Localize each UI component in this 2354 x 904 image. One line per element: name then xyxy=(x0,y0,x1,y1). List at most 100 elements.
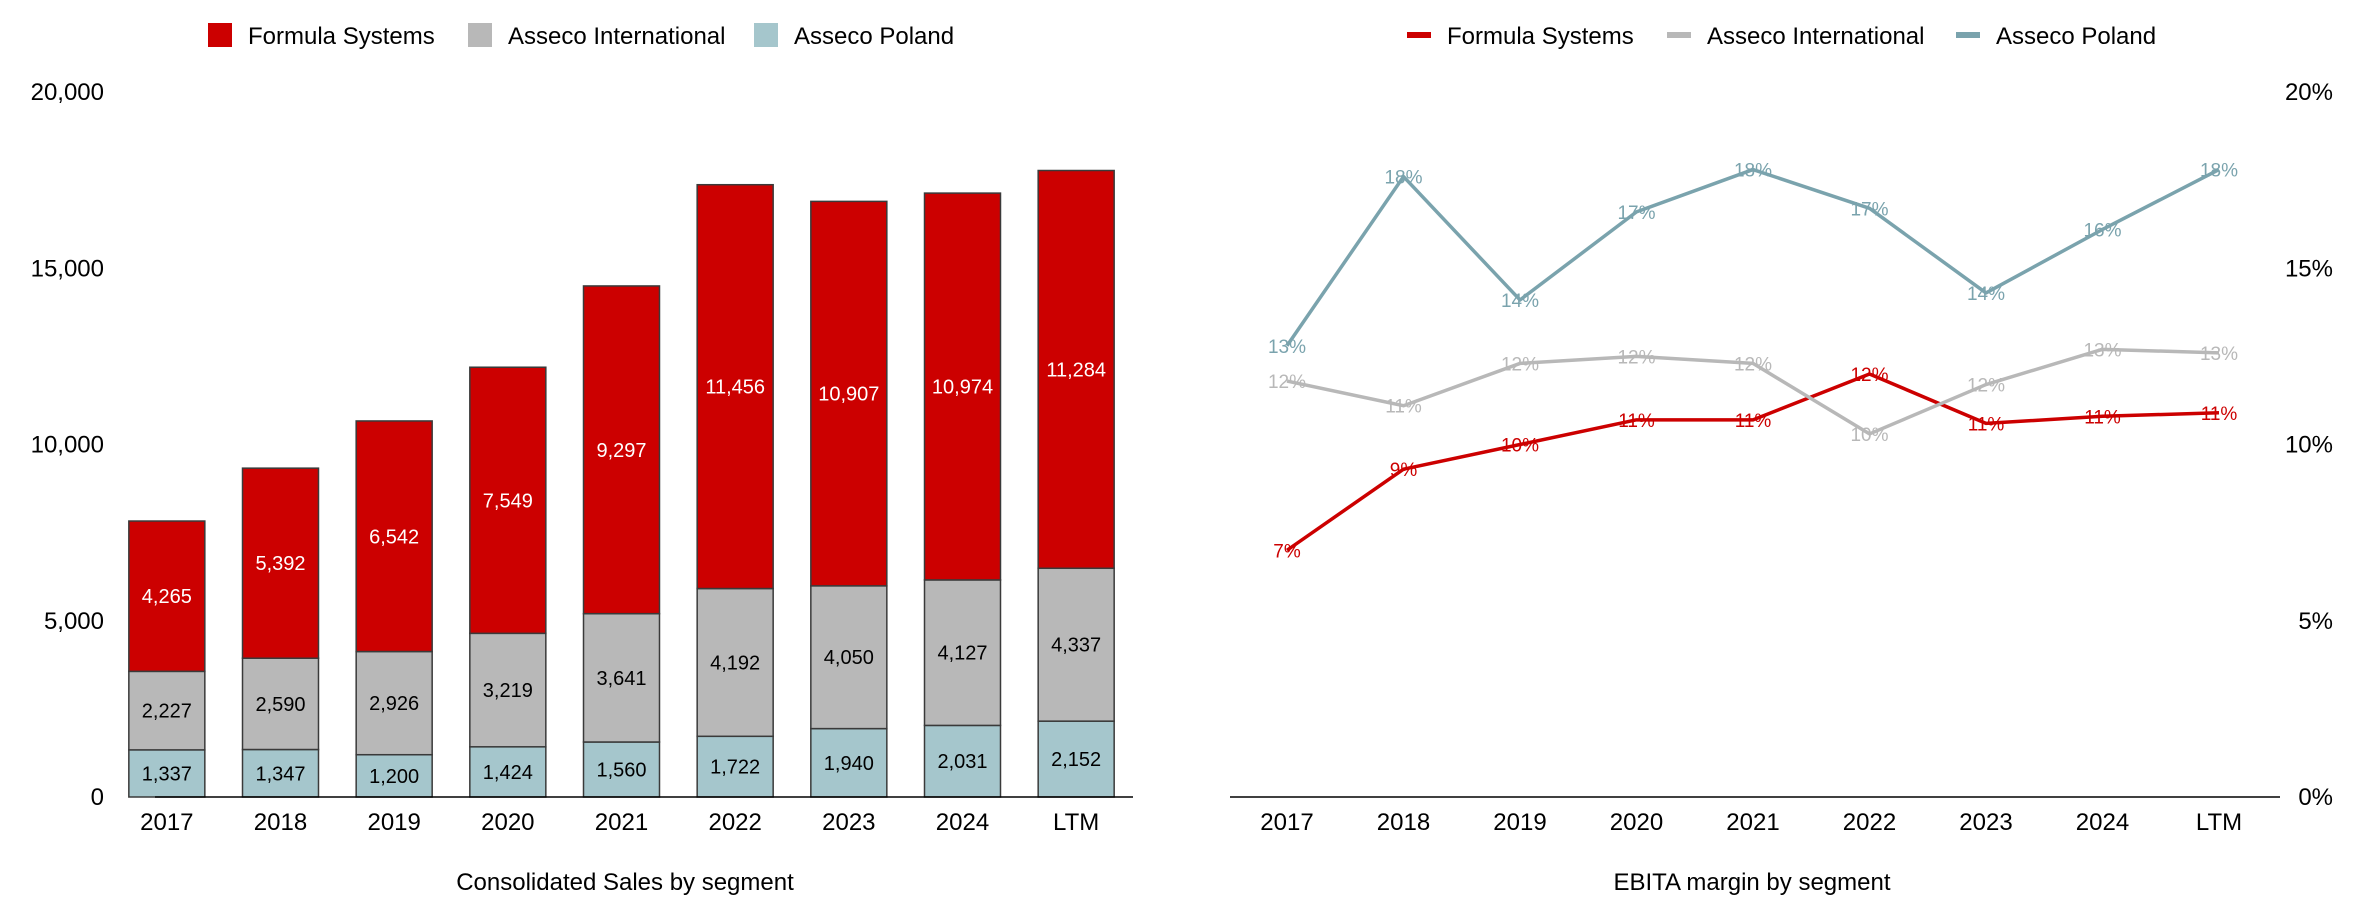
legend-label: Asseco Poland xyxy=(1996,23,2156,50)
bar-data-label: 2,152 xyxy=(1051,749,1101,771)
x-tick-label: 2024 xyxy=(936,809,989,836)
line-data-label: 12% xyxy=(1734,354,1772,375)
x-tick-label: 2017 xyxy=(1260,809,1313,836)
bar-formula-systems xyxy=(1037,169,1115,570)
x-tick-label: 2022 xyxy=(708,809,761,836)
line-data-label: 18% xyxy=(2200,161,2238,182)
bar-formula-systems xyxy=(582,285,661,615)
x-tick-label: 2017 xyxy=(140,809,193,836)
line-data-label: 12% xyxy=(1850,365,1888,386)
bar-data-label: 1,424 xyxy=(483,762,533,784)
line-data-label: 11% xyxy=(2084,407,2121,428)
bar-asseco-international xyxy=(355,650,433,756)
line-data-label: 11% xyxy=(1385,397,1422,418)
line-data-label: 9% xyxy=(1390,460,1418,481)
bar-asseco-international xyxy=(582,612,661,743)
line-data-label: 12% xyxy=(1501,354,1539,375)
bar-data-label: 1,940 xyxy=(824,753,874,775)
x-tick-label: 2020 xyxy=(1610,809,1663,836)
y-tick-label: 10% xyxy=(2285,432,2333,459)
x-tick-label: LTM xyxy=(1053,809,1099,836)
bar-data-label: 1,200 xyxy=(369,766,419,788)
bar-asseco-international xyxy=(1037,567,1115,722)
bar-formula-systems xyxy=(241,467,320,659)
line-data-label: 17% xyxy=(1850,199,1888,220)
y-tick-label: 15,000 xyxy=(31,255,104,282)
bar-data-label: 3,219 xyxy=(483,680,533,702)
bar-data-label: 4,192 xyxy=(710,652,760,674)
line-data-label: 7% xyxy=(1273,541,1301,562)
bar-data-label: 1,347 xyxy=(255,763,305,785)
line-data-label: 17% xyxy=(1617,203,1655,224)
sales-bar-chart: 0 5,000 10,000 15,000 20,000 1,337 2,227 4,265 2… xyxy=(31,23,1133,896)
line-data-label: 13% xyxy=(2200,344,2238,365)
bar-asseco-international xyxy=(241,657,320,751)
bar-asseco-international xyxy=(469,632,547,748)
bar-data-label: 7,549 xyxy=(483,490,533,512)
legend-swatch-asseco-poland xyxy=(754,23,778,47)
bar-data-label: 10,974 xyxy=(932,377,993,399)
legend-swatch-asseco-international xyxy=(1667,32,1691,38)
x-tick-label: 2019 xyxy=(1493,809,1546,836)
bar-formula-systems xyxy=(923,192,1002,581)
line-data-label: 13% xyxy=(1268,337,1306,358)
y-tick-label: 0 xyxy=(91,784,104,811)
y-tick-label: 5,000 xyxy=(44,608,104,635)
bar-data-label: 2,926 xyxy=(369,693,419,715)
bar-data-label: 11,284 xyxy=(1046,359,1106,381)
bar-data-label: 3,641 xyxy=(596,668,646,690)
bar-asseco-international xyxy=(923,579,1002,727)
y-tick-label: 5% xyxy=(2298,608,2333,635)
line-data-label: 11% xyxy=(1968,414,2005,435)
bar-formula-systems xyxy=(810,200,888,587)
y-tick-label: 20% xyxy=(2285,79,2333,106)
bar-data-label: 1,560 xyxy=(596,760,646,782)
bar-data-label: 1,337 xyxy=(142,763,192,785)
x-tick-label: 2024 xyxy=(2076,809,2129,836)
x-tick-label: 2021 xyxy=(595,809,648,836)
line-data-label: 14% xyxy=(1967,284,2005,305)
bar-asseco-poland xyxy=(469,746,547,798)
bar-formula-systems xyxy=(696,183,774,590)
legend-label: Formula Systems xyxy=(248,23,435,50)
bar-data-label: 6,542 xyxy=(369,526,419,548)
series-line-asseco-poland xyxy=(1285,167,2220,347)
bar-data-label: 2,590 xyxy=(255,694,305,716)
x-tick-label: 2020 xyxy=(481,809,534,836)
x-tick-label: 2023 xyxy=(822,809,875,836)
line-data-label: 13% xyxy=(2083,340,2121,361)
legend-label: Formula Systems xyxy=(1447,23,1634,50)
y-tick-label: 15% xyxy=(2285,255,2333,282)
bar-data-label: 4,050 xyxy=(824,647,874,669)
bar-formula-systems xyxy=(128,520,206,673)
series-line-asseco-international xyxy=(1286,347,2220,436)
line-data-label: 18% xyxy=(1384,168,1422,189)
x-tick-label: 2023 xyxy=(1959,809,2012,836)
line-data-label: 10% xyxy=(1501,436,1539,457)
bar-data-label: 5,392 xyxy=(255,553,305,575)
bar-data-label: 4,127 xyxy=(937,643,987,665)
bar-data-label: 2,227 xyxy=(142,701,192,723)
x-tick-label: 2018 xyxy=(1377,809,1430,836)
bar-data-label: 4,337 xyxy=(1051,635,1101,657)
legend-swatch-formula-systems xyxy=(208,23,232,47)
bar-formula-systems xyxy=(469,366,547,635)
line-data-label: 10% xyxy=(1850,425,1888,446)
y-tick-label: 10,000 xyxy=(31,432,104,459)
line-data-label: 12% xyxy=(1268,372,1306,393)
x-tick-label: 2021 xyxy=(1726,809,1779,836)
legend-label: Asseco Poland xyxy=(794,23,954,50)
chart-title: Consolidated Sales by segment xyxy=(456,869,794,896)
line-data-label: 12% xyxy=(1967,376,2005,397)
line-data-label: 12% xyxy=(1617,347,1655,368)
x-tick-label: 2019 xyxy=(367,809,420,836)
bar-formula-systems xyxy=(355,420,433,653)
bar-data-label: 11,456 xyxy=(705,377,765,399)
series-line-formula-systems xyxy=(1286,372,2220,552)
x-tick-label: 2018 xyxy=(254,809,307,836)
bar-asseco-international xyxy=(128,670,206,751)
legend-swatch-formula-systems xyxy=(1407,32,1431,38)
x-tick-label: LTM xyxy=(2196,809,2242,836)
